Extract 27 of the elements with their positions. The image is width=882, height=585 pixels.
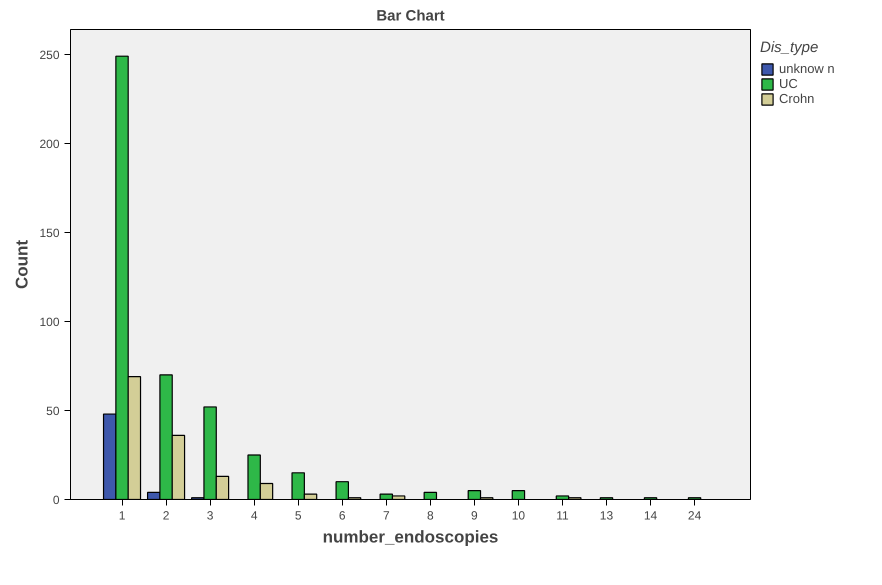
x-tick-label: 7 (382, 508, 390, 522)
legend-title: Dis_type (760, 39, 820, 56)
legend-label: unknow n (779, 61, 835, 76)
x-axis-title: number_endoscopies (322, 528, 498, 546)
x-tick-label: 13 (600, 508, 614, 522)
x-tick-label: 5 (294, 508, 302, 522)
x-tick-label: 4 (250, 508, 258, 522)
x-tick-label: 11 (556, 508, 569, 522)
x-tick-label: 9 (471, 508, 478, 522)
y-axis-title: Count (12, 240, 32, 290)
chart-title: Bar Chart (376, 8, 445, 24)
x-tick-label: 3 (206, 508, 214, 522)
y-tick-label: 100 (39, 314, 60, 329)
x-tick-label: 14 (644, 508, 658, 522)
x-tick-label: 6 (338, 508, 346, 522)
legend-label: UC (779, 76, 799, 91)
y-tick-label: 50 (46, 404, 60, 418)
x-tick-label: 24 (688, 508, 702, 522)
y-tick-label: 200 (39, 136, 60, 151)
y-tick-label: 0 (52, 493, 60, 507)
y-tick-label: 150 (39, 226, 60, 240)
x-tick-label: 8 (426, 508, 434, 522)
x-tick-label: 1 (118, 508, 126, 522)
x-tick-label: 10 (512, 508, 526, 522)
legend-label: Crohn (779, 91, 814, 106)
x-tick-label: 2 (162, 508, 170, 522)
y-tick-label: 250 (39, 48, 60, 62)
